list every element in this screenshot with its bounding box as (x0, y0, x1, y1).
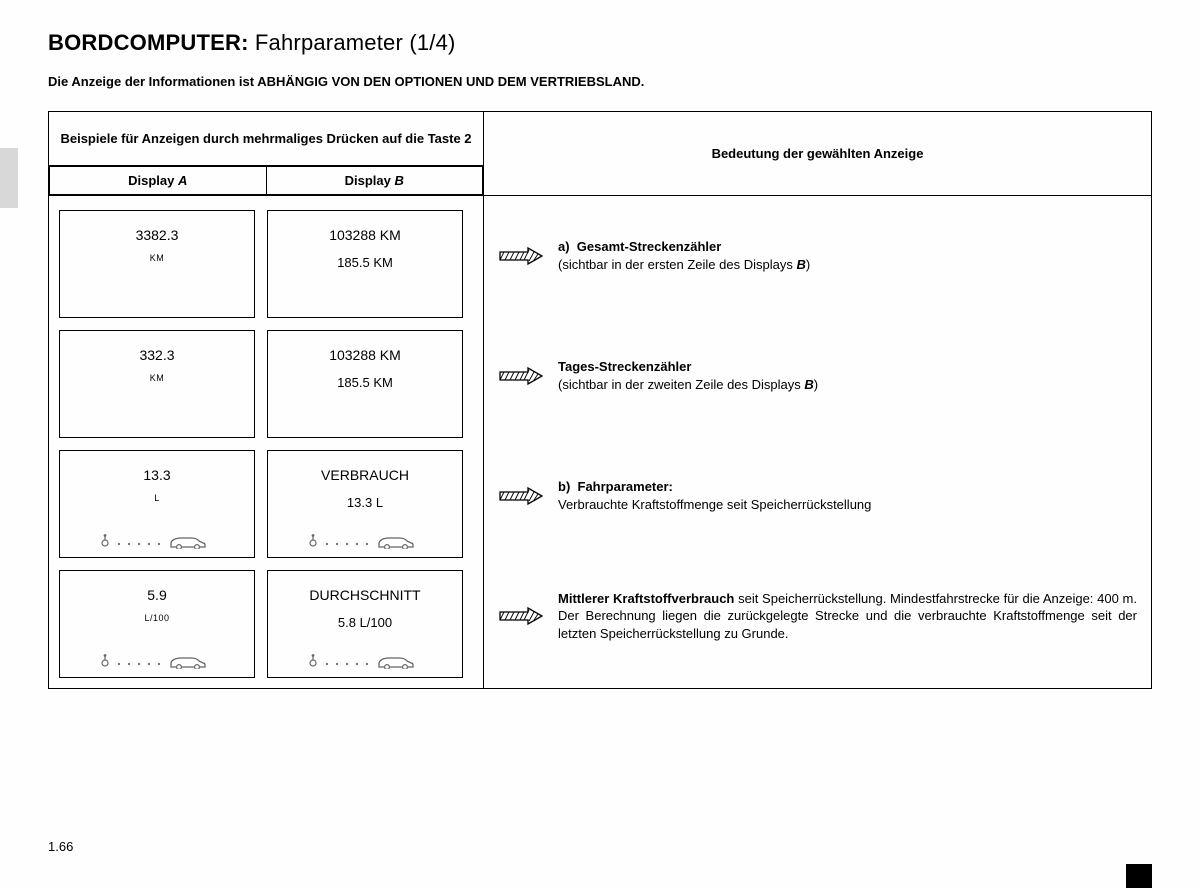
car-trail-icon (305, 653, 425, 669)
parameter-table: Beispiele für Anzeigen durch mehrmaliges… (48, 111, 1152, 689)
display-value: 332.3 (139, 347, 174, 363)
side-tab (0, 148, 18, 208)
display-unit: KM (150, 253, 165, 263)
meaning-row: b) Fahrparameter: Verbrauchte Kraftstoffm… (484, 436, 1151, 556)
page-subtitle: Die Anzeige der Informationen ist ABHÄNG… (48, 74, 1152, 89)
display-line2: 185.5 KM (337, 255, 393, 270)
meaning-bold: Gesamt-Streckenzähler (577, 239, 722, 254)
car-trail-icon (97, 653, 217, 669)
meaning-text: Tages-Streckenzähler (sichtbar in der zwe… (558, 358, 818, 393)
meaning-rest: (sichtbar in der zweiten Zeile des Displ… (558, 377, 818, 392)
arrow-right-icon (498, 606, 544, 626)
meaning-row: Tages-Streckenzähler (sichtbar in der zwe… (484, 316, 1151, 436)
header-display-a: Display A (50, 167, 267, 195)
display-unit: KM (150, 373, 165, 383)
display-pair: 332.3 KM103288 KM 185.5 KM (59, 330, 473, 438)
title-main: BORDCOMPUTER: (48, 30, 249, 55)
meaning-text: a) Gesamt-Streckenzähler (sichtbar in der… (558, 238, 810, 273)
display-unit: L (154, 493, 160, 503)
display-unit: L/100 (144, 613, 169, 623)
meaning-row: a) Gesamt-Streckenzähler (sichtbar in der… (484, 196, 1151, 316)
displays-column: 3382.3 KM103288 KM 185.5 KM332.3 KM10328… (49, 196, 484, 689)
display-line2: 13.3 L (347, 495, 383, 510)
display-pair: 13.3 L VERBRAUCH 13.3 L (59, 450, 473, 558)
meanings-column: a) Gesamt-Streckenzähler (sichtbar in der… (484, 196, 1152, 689)
display-line2: 185.5 KM (337, 375, 393, 390)
meaning-text: Mittlerer Kraftstoffverbrauch seit Speic… (558, 590, 1137, 643)
meaning-bold: Mittlerer Kraftstoffverbrauch (558, 591, 734, 606)
display-box-a: 3382.3 KM (59, 210, 255, 318)
display-box-b: DURCHSCHNITT 5.8 L/100 (267, 570, 463, 678)
meaning-prefix: a) (558, 239, 577, 254)
display-box-a: 13.3 L (59, 450, 255, 558)
meaning-bold: Fahrparameter: (578, 479, 673, 494)
display-headers: Display A Display B (49, 166, 484, 196)
meaning-rest: Verbrauchte Kraftstoffmenge seit Speiche… (558, 497, 871, 512)
header-examples-text: Beispiele für Anzeigen durch mehrmaliges… (60, 131, 471, 146)
arrow-right-icon (498, 246, 544, 266)
footer-tab (1126, 864, 1152, 888)
display-box-a: 5.9 L/100 (59, 570, 255, 678)
display-line1: 103288 KM (329, 227, 401, 243)
car-trail-icon (305, 533, 425, 549)
display-box-b: VERBRAUCH 13.3 L (267, 450, 463, 558)
display-pair: 3382.3 KM103288 KM 185.5 KM (59, 210, 473, 318)
meaning-rest: (sichtbar in der ersten Zeile des Displa… (558, 257, 810, 272)
meaning-row: Mittlerer Kraftstoffverbrauch seit Speic… (484, 556, 1151, 676)
display-line1: VERBRAUCH (321, 467, 409, 483)
page-number: 1.66 (48, 839, 73, 854)
display-pair: 5.9 L/100 DURCHSCHNITT 5.8 L/100 (59, 570, 473, 678)
header-meaning: Bedeutung der gewählten Anzeige (484, 112, 1152, 196)
display-value: 5.9 (147, 587, 166, 603)
display-value: 3382.3 (136, 227, 179, 243)
display-box-a: 332.3 KM (59, 330, 255, 438)
display-line1: DURCHSCHNITT (309, 587, 420, 603)
display-value: 13.3 (143, 467, 170, 483)
display-line2: 5.8 L/100 (338, 615, 392, 630)
title-sub: Fahrparameter (1/4) (255, 30, 456, 55)
meaning-prefix: b) (558, 479, 578, 494)
meaning-text: b) Fahrparameter: Verbrauchte Kraftstoffm… (558, 478, 871, 513)
car-trail-icon (97, 533, 217, 549)
header-meaning-text: Bedeutung der gewählten Anzeige (712, 146, 924, 161)
page-title: BORDCOMPUTER: Fahrparameter (1/4) (48, 30, 1152, 56)
arrow-right-icon (498, 366, 544, 386)
header-display-b: Display B (266, 167, 483, 195)
display-box-b: 103288 KM 185.5 KM (267, 210, 463, 318)
meaning-bold: Tages-Streckenzähler (558, 359, 691, 374)
arrow-right-icon (498, 486, 544, 506)
header-examples: Beispiele für Anzeigen durch mehrmaliges… (49, 112, 484, 166)
display-box-b: 103288 KM 185.5 KM (267, 330, 463, 438)
display-line1: 103288 KM (329, 347, 401, 363)
